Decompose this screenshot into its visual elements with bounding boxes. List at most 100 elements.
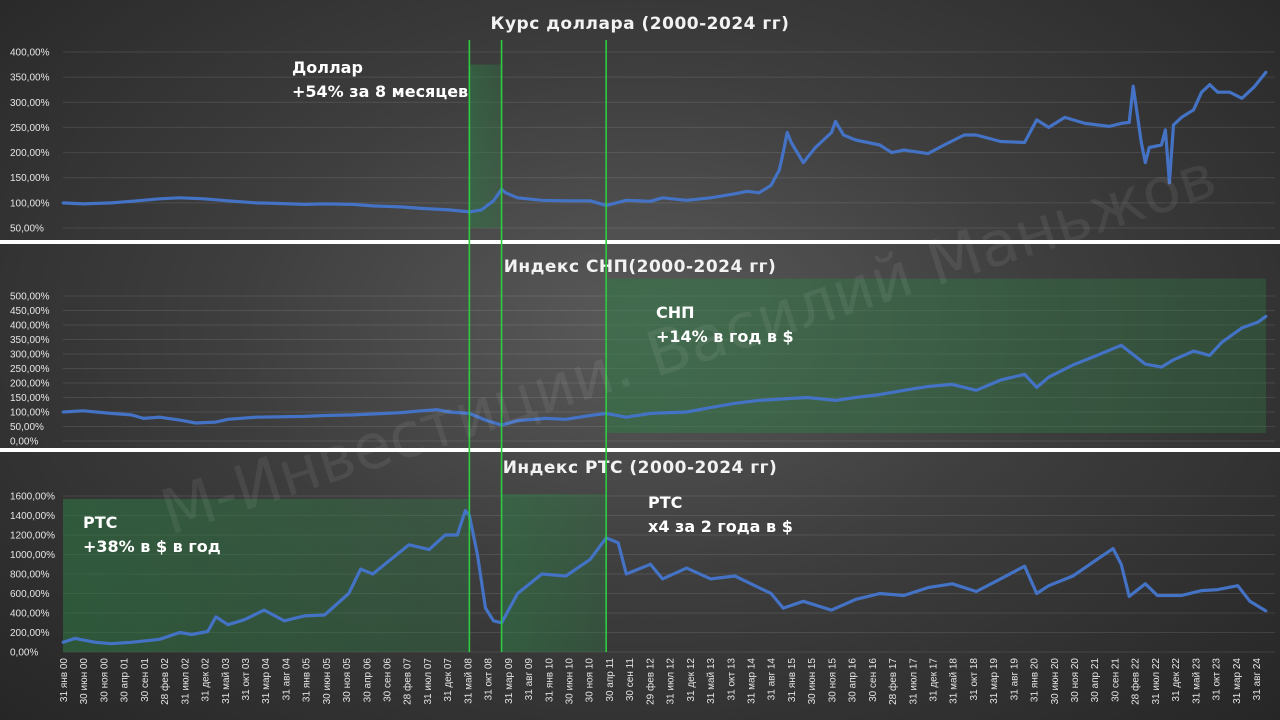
- data-point: [1172, 358, 1175, 362]
- data-point: [999, 378, 1002, 382]
- x-tick-label: 31 янв 20: [1030, 658, 1041, 702]
- data-point: [61, 410, 65, 414]
- x-tick-label: 30 июн 10: [565, 658, 576, 705]
- data-point: [1240, 96, 1244, 100]
- y-tick-label: 1200,00%: [10, 531, 55, 542]
- x-tick-label: 31 дек 22: [1171, 658, 1182, 702]
- x-tick-label: 28 фев 17: [887, 658, 899, 705]
- x-tick-label: 31 авг 04: [281, 658, 292, 701]
- y-tick-label: 400,00%: [10, 321, 50, 332]
- data-point: [1180, 594, 1183, 597]
- data-point: [371, 204, 375, 208]
- x-tick-label: 31 окт 18: [969, 658, 980, 701]
- data-point: [878, 592, 882, 595]
- x-tick-label: 30 июн 05: [322, 658, 333, 705]
- data-point: [1119, 122, 1123, 125]
- data-point: [781, 397, 785, 401]
- x-tick-label: 31 дек 07: [443, 658, 454, 702]
- data-point: [351, 413, 355, 417]
- chart-panel-1: 50,00% 100,00% 150,00% 200,00% 250,00% 300,00…: [10, 14, 1275, 235]
- data-point: [616, 541, 620, 545]
- annotation-1: СНП +14% в год в $: [656, 303, 794, 346]
- data-point: [805, 396, 809, 399]
- data-point: [1256, 320, 1260, 324]
- y-tick-label: 0,00%: [10, 648, 38, 659]
- x-tick-label: 31 май 13: [706, 658, 717, 704]
- data-point: [399, 205, 403, 209]
- data-point: [109, 201, 113, 205]
- data-point: [61, 640, 65, 644]
- x-tick-label: 31 янв 05: [302, 658, 313, 702]
- data-point: [1023, 564, 1026, 568]
- x-tick-label: 30 ноя 15: [827, 658, 838, 703]
- data-point: [564, 574, 568, 578]
- data-point: [974, 388, 978, 392]
- data-point: [890, 151, 894, 155]
- data-point: [214, 615, 218, 619]
- data-point: [359, 567, 363, 571]
- data-point: [1160, 365, 1163, 369]
- data-point: [878, 143, 882, 147]
- data-point: [419, 207, 423, 210]
- data-point: [733, 192, 737, 196]
- data-point: [407, 543, 411, 547]
- data-point: [443, 533, 447, 537]
- data-point: [1164, 128, 1167, 132]
- data-point: [854, 598, 857, 601]
- data-point: [109, 412, 113, 415]
- data-point: [1252, 85, 1256, 89]
- data-point: [999, 577, 1002, 581]
- data-point: [1095, 558, 1099, 561]
- data-point: [1035, 118, 1039, 122]
- data-point: [427, 548, 431, 551]
- x-tick-label: 30 сен 21: [1111, 658, 1122, 702]
- y-tick-label: 50,00%: [10, 224, 44, 235]
- x-tick-label: 30 апр 16: [848, 658, 859, 703]
- data-point: [709, 406, 713, 409]
- data-point: [455, 533, 459, 537]
- data-point: [274, 415, 278, 419]
- chart-title: Курс доллара (2000-2024 гг): [491, 14, 790, 34]
- data-point: [1236, 584, 1240, 588]
- data-point: [371, 572, 375, 576]
- x-tick-label: 30 сен 16: [868, 658, 879, 702]
- data-point: [463, 509, 467, 512]
- data-point: [516, 592, 519, 595]
- data-point: [1216, 588, 1220, 591]
- y-tick-label: 100,00%: [10, 408, 50, 419]
- data-point: [1264, 70, 1268, 74]
- data-point: [130, 640, 133, 644]
- data-point: [830, 608, 833, 612]
- annotation-1: РТС +38% в $ в год: [83, 513, 221, 556]
- data-point: [226, 199, 230, 203]
- data-point: [1143, 582, 1147, 586]
- x-tick-label: 29 фев 12: [644, 658, 656, 705]
- y-tick-label: 400,00%: [10, 48, 50, 59]
- y-tick-label: 200,00%: [10, 379, 50, 390]
- data-point: [902, 388, 906, 392]
- data-point: [1095, 354, 1099, 357]
- series-line: [62, 71, 1268, 214]
- data-point: [1143, 362, 1147, 366]
- data-point: [902, 594, 906, 597]
- data-point: [492, 619, 495, 623]
- data-point: [484, 418, 487, 422]
- data-point: [1248, 599, 1252, 603]
- x-tick-label: 31 июл 17: [908, 658, 919, 705]
- y-tick-label: 50,00%: [10, 422, 44, 433]
- data-point: [1083, 122, 1087, 125]
- data-point: [814, 146, 817, 149]
- y-tick-label: 500,00%: [10, 292, 50, 303]
- data-point: [1107, 125, 1111, 128]
- data-point: [303, 614, 306, 618]
- data-point: [834, 120, 837, 123]
- y-tick-label: 350,00%: [10, 335, 50, 346]
- data-point: [588, 199, 592, 203]
- data-point: [854, 396, 857, 399]
- x-tick-label: 30 июн 00: [79, 658, 90, 705]
- data-point: [950, 582, 954, 586]
- data-point: [1127, 595, 1131, 598]
- x-tick-label: 31 май 23: [1191, 658, 1202, 704]
- x-tick-label: 31 окт 03: [241, 658, 252, 701]
